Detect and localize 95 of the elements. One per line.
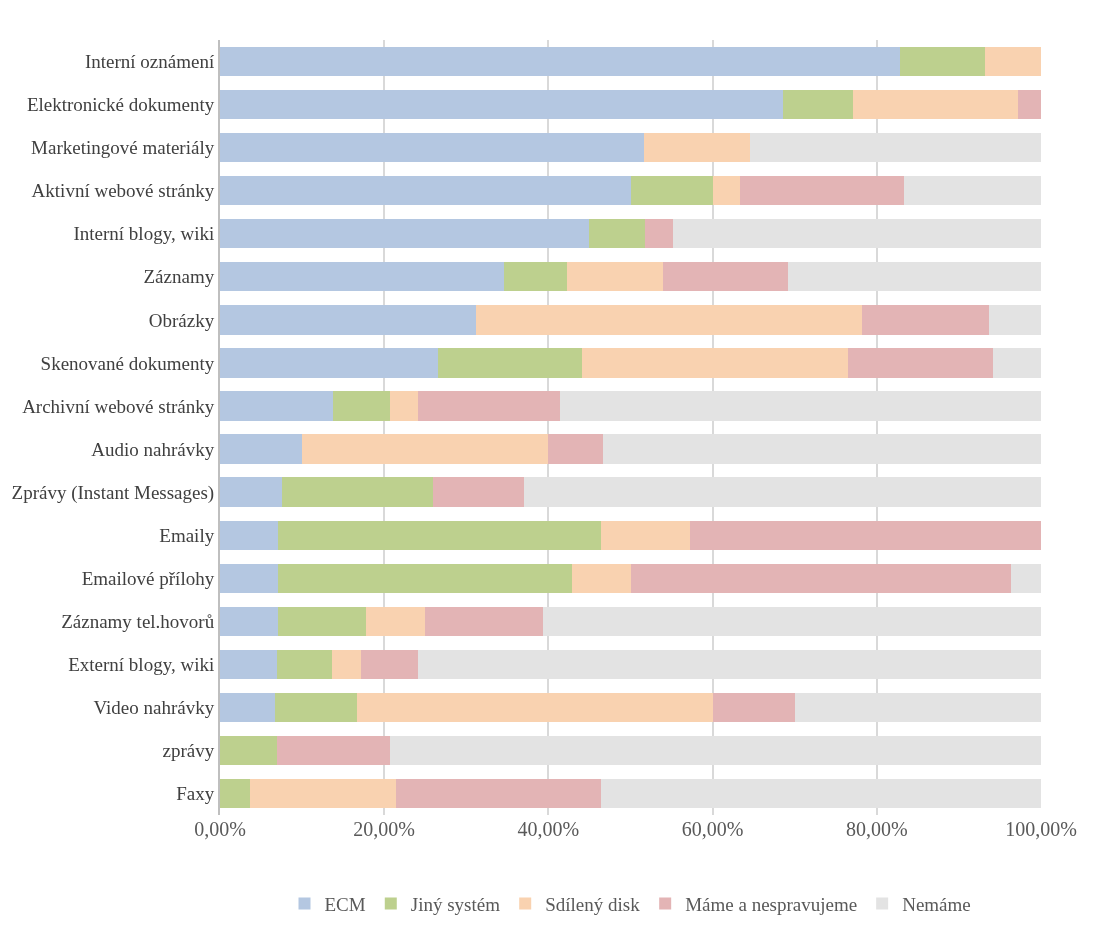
- y-tick-label: zprávy: [162, 740, 215, 762]
- y-tick-label: Obrázky: [148, 309, 215, 331]
- y-tick-label: Skenované dokumenty: [40, 352, 215, 374]
- x-tick-label: 100,00%: [1005, 818, 1077, 840]
- bar: [903, 176, 1041, 206]
- bar: [357, 692, 713, 722]
- bar: [361, 649, 418, 679]
- legend-label: Nemáme: [902, 894, 971, 916]
- bar: [333, 391, 390, 421]
- bar: [712, 176, 740, 206]
- y-tick-label: Video nahrávky: [93, 697, 215, 719]
- bar: [425, 606, 543, 636]
- bar: [220, 520, 279, 550]
- y-tick-label: Zprávy (Instant Messages): [11, 481, 215, 504]
- bar: [712, 692, 795, 722]
- bar: [220, 348, 438, 378]
- bar: [739, 176, 904, 206]
- bar: [220, 219, 589, 249]
- y-tick-label: Záznamy tel.hovorů: [61, 610, 215, 632]
- x-tick-label: 60,00%: [681, 818, 744, 840]
- bar: [572, 563, 632, 593]
- bar: [278, 606, 367, 636]
- bar: [899, 46, 986, 77]
- bar: [276, 649, 333, 679]
- bar: [862, 305, 990, 335]
- bar: [220, 133, 644, 163]
- bar: [645, 219, 674, 249]
- bar: [220, 563, 279, 593]
- bar: [220, 778, 250, 809]
- bar: [689, 520, 1041, 550]
- bar: [281, 477, 433, 507]
- bar: [220, 434, 303, 464]
- y-tick-label: Interní oznámení: [84, 51, 215, 73]
- bar: [432, 477, 524, 507]
- bar: [220, 477, 282, 507]
- legend-label: Jiný systém: [410, 894, 501, 916]
- bar: [220, 391, 334, 421]
- y-tick-label: Audio nahrávky: [91, 438, 215, 460]
- bar: [783, 89, 853, 120]
- y-tick-label: Záznamy: [143, 266, 215, 288]
- bar: [249, 778, 396, 809]
- bar: [1011, 563, 1041, 593]
- x-tick-label: 80,00%: [845, 818, 908, 840]
- bar: [332, 649, 362, 679]
- bar: [366, 606, 426, 636]
- bar: [220, 46, 900, 77]
- y-tick-label: Aktivní webové stránky: [31, 180, 215, 202]
- bar: [548, 434, 603, 464]
- bar: [567, 262, 663, 292]
- bar: [852, 89, 1019, 120]
- bar: [220, 176, 632, 206]
- y-tick-label: Faxy: [176, 783, 215, 805]
- y-tick-label: Emailové přílohy: [81, 567, 215, 589]
- y-tick-label: Emaily: [159, 524, 215, 546]
- bar: [989, 305, 1041, 335]
- y-tick-label: Marketingové materiály: [31, 137, 215, 159]
- y-tick-label: Externí blogy, wiki: [68, 653, 215, 675]
- bar: [220, 262, 505, 292]
- bar: [476, 305, 863, 335]
- bar: [600, 520, 690, 550]
- bar: [220, 89, 784, 120]
- bar: [220, 692, 276, 722]
- x-tick-label: 0,00%: [194, 818, 246, 840]
- y-tick-label: Interní blogy, wiki: [73, 223, 215, 245]
- x-tick-label: 40,00%: [517, 818, 580, 840]
- bar: [302, 434, 549, 464]
- legend-label: Máme a nespravujeme: [685, 894, 858, 916]
- bar: [417, 391, 560, 421]
- bar: [631, 176, 713, 206]
- bar: [389, 391, 418, 421]
- bar: [992, 348, 1041, 378]
- bar: [1018, 89, 1041, 120]
- bar: [631, 563, 1012, 593]
- bar: [582, 348, 849, 378]
- bar: [220, 305, 477, 335]
- bar: [220, 649, 277, 679]
- bar: [275, 692, 358, 722]
- bar: [395, 778, 601, 809]
- bar: [662, 262, 789, 292]
- bar: [278, 520, 601, 550]
- bar: [276, 735, 390, 766]
- bar: [437, 348, 583, 378]
- bar: [985, 46, 1041, 77]
- bar: [504, 262, 568, 292]
- bar: [278, 563, 573, 593]
- legend-label: Sdílený disk: [545, 894, 641, 916]
- legend-label: ECM: [324, 894, 366, 916]
- x-tick-label: 20,00%: [353, 818, 416, 840]
- bar: [643, 133, 750, 163]
- y-tick-label: Archivní webové stránky: [22, 395, 215, 417]
- bar: [588, 219, 646, 249]
- y-tick-label: Elektronické dokumenty: [26, 94, 215, 116]
- bar: [220, 735, 277, 766]
- bar: [220, 606, 279, 636]
- bar: [848, 348, 993, 378]
